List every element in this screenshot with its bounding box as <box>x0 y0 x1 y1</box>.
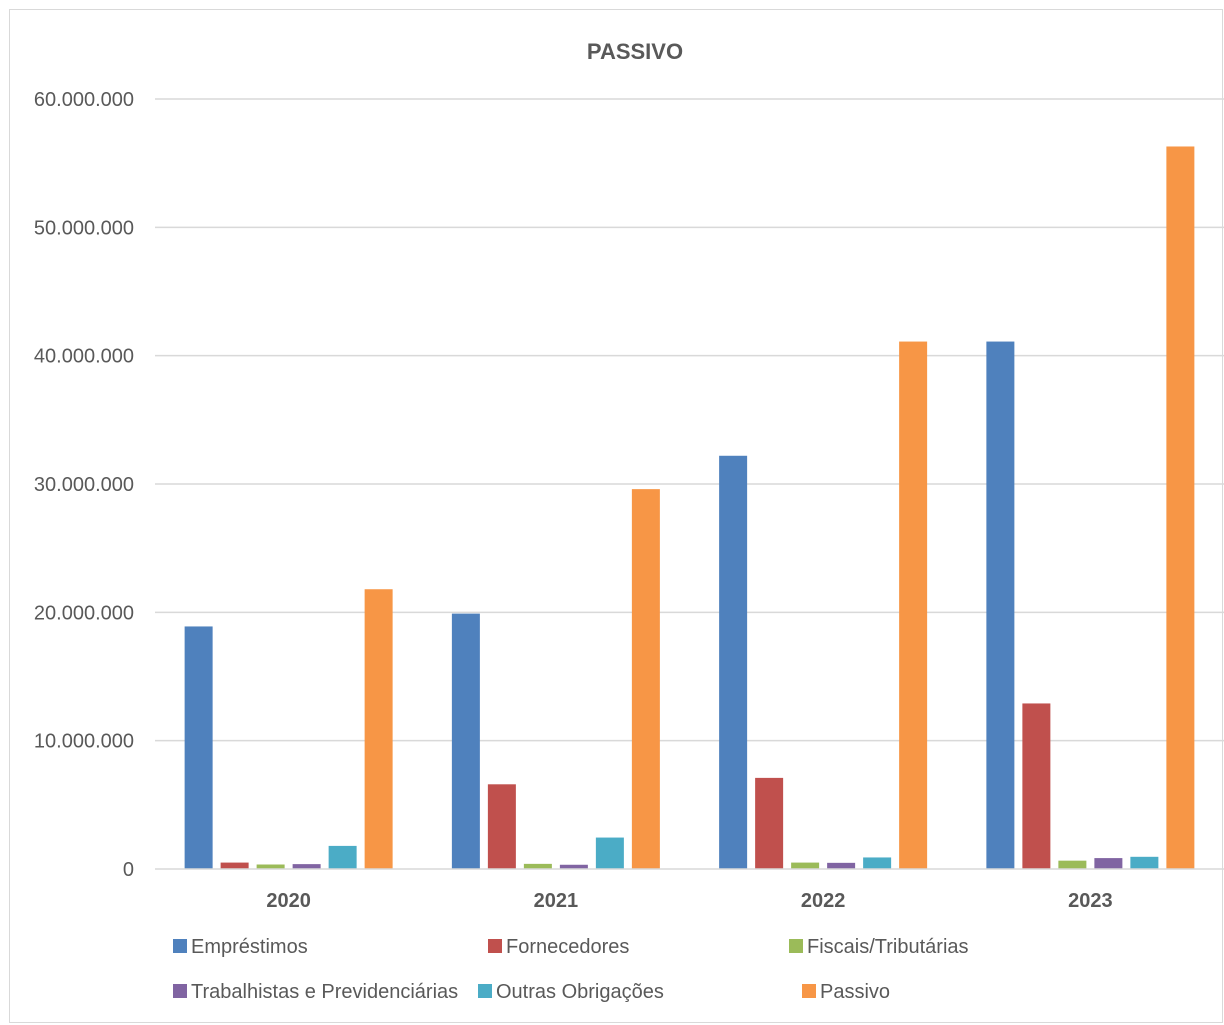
x-tick-label: 2023 <box>1068 890 1113 912</box>
legend-label: Trabalhistas e Previdenciárias <box>191 981 458 1003</box>
bar-2023-3 <box>1094 858 1123 869</box>
legend-label: Passivo <box>820 981 890 1003</box>
bar-2021-4 <box>595 837 624 869</box>
y-tick-label: 20.000.000 <box>34 602 134 624</box>
bar-2021-0 <box>451 613 480 869</box>
legend-swatch <box>478 984 492 998</box>
bar-2020-4 <box>328 845 357 869</box>
bar-2023-2 <box>1058 860 1087 869</box>
y-tick-label: 10.000.000 <box>34 731 134 753</box>
y-tick-label: 50.000.000 <box>34 217 134 239</box>
bar-2022-2 <box>791 862 820 869</box>
legend-swatch <box>802 984 816 998</box>
bar-2020-0 <box>184 626 213 869</box>
legend-label: Outras Obrigações <box>496 981 664 1003</box>
bar-2020-3 <box>292 864 321 869</box>
bar-2022-1 <box>755 777 784 869</box>
legend-swatch <box>789 939 803 953</box>
legend-label: Fiscais/Tributárias <box>807 936 969 958</box>
bar-2020-2 <box>256 864 285 869</box>
bar-2020-5 <box>364 589 393 869</box>
bar-2021-1 <box>487 784 516 869</box>
legend-label: Empréstimos <box>191 936 308 958</box>
y-tick-label: 0 <box>123 859 134 881</box>
bar-2023-4 <box>1130 856 1159 869</box>
chart-title: PASSIVO <box>587 39 683 64</box>
gridlines <box>155 98 1224 742</box>
legend-swatch <box>488 939 502 953</box>
y-tick-label: 40.000.000 <box>34 346 134 368</box>
bars <box>184 146 1195 869</box>
bar-2021-3 <box>559 864 588 869</box>
bar-2023-5 <box>1166 146 1195 869</box>
x-tick-label: 2020 <box>266 890 311 912</box>
bar-2021-2 <box>523 863 552 869</box>
bar-2020-1 <box>220 862 249 869</box>
bar-2021-5 <box>631 489 660 869</box>
x-axis-tick-labels: 2020 2021 2022 2023 <box>266 890 1112 912</box>
bar-2023-1 <box>1022 703 1051 869</box>
bar-2022-3 <box>827 862 856 869</box>
y-tick-label: 30.000.000 <box>34 474 134 496</box>
legend-swatch <box>173 939 187 953</box>
legend-label: Fornecedores <box>506 936 629 958</box>
bar-2022-4 <box>863 857 892 869</box>
x-tick-label: 2022 <box>801 890 846 912</box>
y-tick-label: 60.000.000 <box>34 89 134 111</box>
bar-2023-0 <box>986 341 1015 869</box>
bar-2022-5 <box>899 341 928 869</box>
legend: Empréstimos Fornecedores Fiscais/Tributári… <box>173 936 969 1003</box>
bar-2022-0 <box>719 455 748 869</box>
legend-swatch <box>173 984 187 998</box>
y-axis-tick-labels: 0 10.000.000 20.000.000 30.000.000 40.000.00… <box>34 89 134 881</box>
x-tick-label: 2021 <box>534 890 579 912</box>
